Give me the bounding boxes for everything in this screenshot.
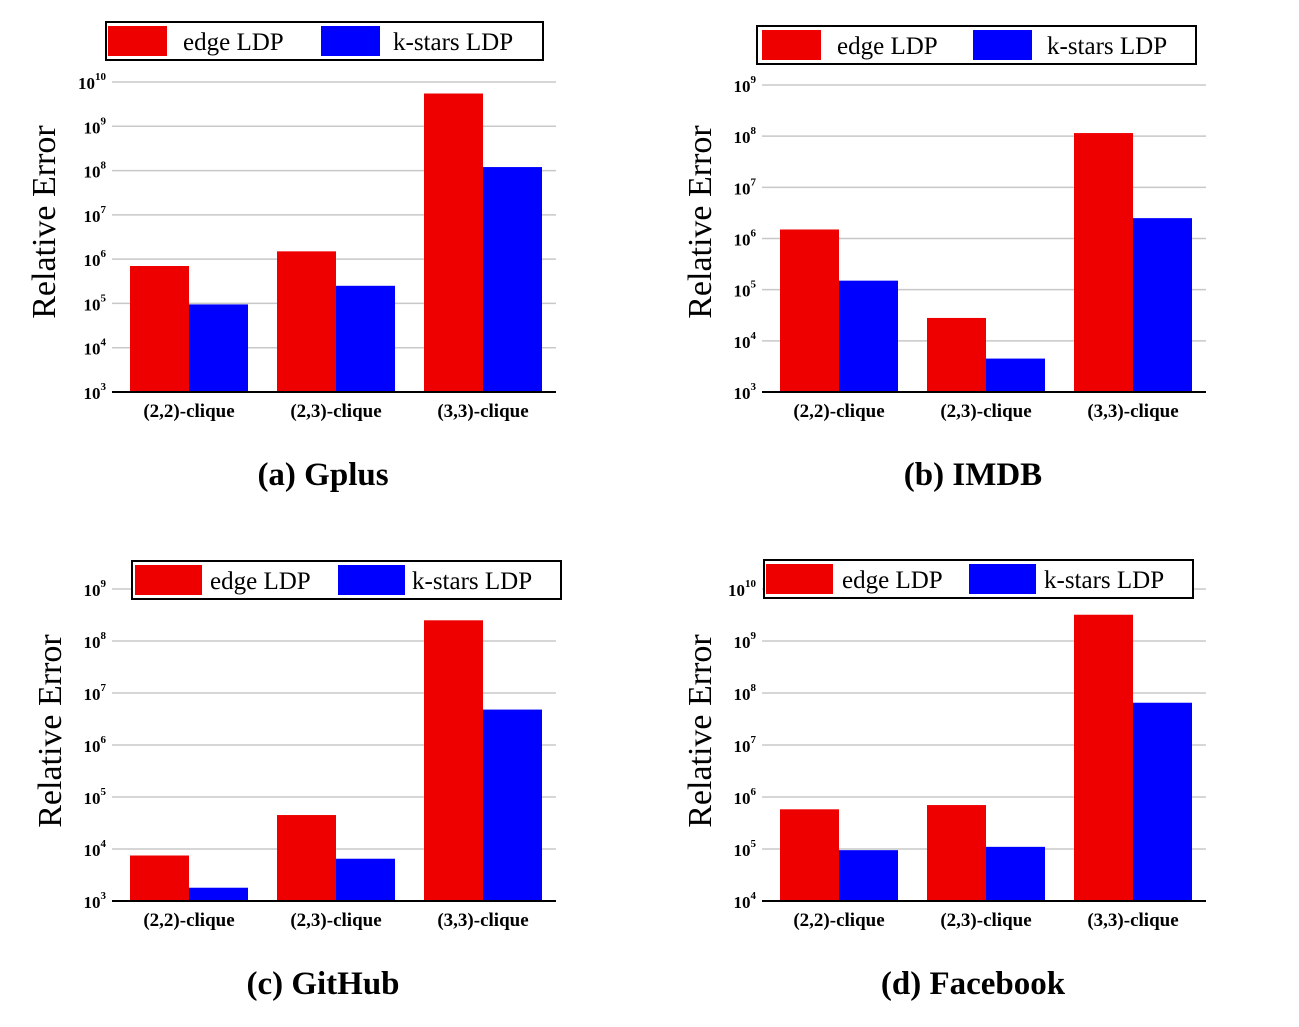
y-tick-label: 108 — [734, 682, 757, 704]
category-label: (2,2)-clique — [143, 910, 234, 931]
category-label: (2,3)-clique — [290, 910, 381, 931]
y-tick-label: 106 — [84, 248, 107, 270]
y-tick-label: 103 — [734, 381, 757, 403]
bar-kstars-ldp-2 — [986, 846, 1045, 901]
bar-kstars-ldp-3 — [1133, 218, 1192, 392]
y-tick-label: 1010 — [78, 71, 107, 93]
y-tick-label: 103 — [84, 381, 107, 403]
legend-label-kstars-ldp: k-stars LDP — [393, 29, 513, 56]
panel-caption: (c) GitHub — [246, 966, 399, 1002]
bar-kstars-ldp-3 — [483, 709, 542, 901]
chart-panel-2: 103 104 105 106 107 108 109 (2,2)-clique (2,3)-c… — [682, 25, 1206, 493]
chart-panel-4: 104 105 106 107 108 109 1010 (2,2)-clique (2,3)-… — [682, 559, 1206, 1002]
legend-label-edge-ldp: edge LDP — [183, 29, 284, 56]
bar-edge-ldp-3 — [1074, 614, 1133, 901]
bar-kstars-ldp-1 — [839, 850, 898, 901]
bar-edge-ldp-1 — [130, 266, 189, 392]
category-label: (3,3)-clique — [437, 910, 528, 931]
chart-panel-3: 103 104 105 106 107 108 109 (2,2)-clique (2,3)-c… — [32, 560, 562, 1002]
y-tick-label: 106 — [84, 734, 107, 756]
panel-caption: (d) Facebook — [881, 966, 1066, 1002]
bar-kstars-ldp-3 — [483, 167, 542, 392]
legend-swatch-kstars-ldp — [338, 565, 405, 595]
legend-label-kstars-ldp: k-stars LDP — [412, 568, 532, 595]
legend: edge LDP k-stars LDP — [756, 25, 1197, 65]
bar-edge-ldp-3 — [424, 93, 483, 392]
category-label: (3,3)-clique — [1087, 401, 1178, 422]
y-tick-label: 105 — [84, 786, 107, 808]
y-tick-label: 107 — [734, 734, 757, 756]
legend-swatch-kstars-ldp — [321, 26, 380, 56]
y-tick-label: 109 — [84, 115, 107, 137]
panel-caption: (a) Gplus — [257, 457, 388, 493]
legend-label-kstars-ldp: k-stars LDP — [1047, 33, 1167, 60]
legend-swatch-edge-ldp — [762, 30, 821, 60]
legend-label-kstars-ldp: k-stars LDP — [1044, 567, 1164, 594]
chart-panel-1: 103 104 105 106 107 108 109 1010 (2,2)-clique (2,… — [26, 21, 556, 493]
y-axis-label: Relative Error — [682, 634, 719, 828]
y-tick-label: 106 — [734, 228, 757, 250]
y-tick-label: 105 — [734, 279, 757, 301]
y-tick-label: 108 — [84, 160, 107, 182]
bar-kstars-ldp-1 — [189, 304, 248, 392]
y-tick-label: 109 — [84, 578, 107, 600]
legend-swatch-kstars-ldp — [969, 564, 1036, 594]
category-label: (2,3)-clique — [940, 910, 1031, 931]
y-tick-label: 108 — [84, 630, 107, 652]
bar-edge-ldp-2 — [927, 317, 986, 392]
legend-label-edge-ldp: edge LDP — [842, 567, 943, 594]
y-tick-label: 105 — [734, 838, 757, 860]
bar-edge-ldp-1 — [780, 809, 839, 901]
y-axis-label: Relative Error — [682, 125, 719, 319]
legend: edge LDP k-stars LDP — [105, 21, 544, 61]
legend-swatch-edge-ldp — [766, 564, 833, 594]
category-label: (3,3)-clique — [1087, 910, 1178, 931]
y-tick-label: 109 — [734, 630, 757, 652]
y-axis-label: Relative Error — [26, 125, 63, 319]
bar-edge-ldp-2 — [927, 805, 986, 901]
y-tick-label: 105 — [84, 292, 107, 314]
category-label: (2,3)-clique — [290, 401, 381, 422]
y-tick-label: 104 — [84, 838, 107, 860]
legend-label-edge-ldp: edge LDP — [210, 568, 311, 595]
legend: edge LDP k-stars LDP — [763, 559, 1194, 599]
category-label: (2,2)-clique — [143, 401, 234, 422]
bar-edge-ldp-1 — [780, 229, 839, 392]
bar-edge-ldp-2 — [277, 815, 336, 901]
y-tick-label: 104 — [734, 890, 757, 912]
category-label: (2,3)-clique — [940, 401, 1031, 422]
legend-label-edge-ldp: edge LDP — [837, 33, 938, 60]
y-tick-label: 107 — [84, 204, 107, 226]
y-tick-label: 107 — [734, 176, 757, 198]
y-axis-label: Relative Error — [32, 634, 69, 828]
category-label: (2,2)-clique — [793, 401, 884, 422]
legend-swatch-kstars-ldp — [973, 30, 1032, 60]
legend-swatch-edge-ldp — [108, 26, 167, 56]
y-tick-label: 104 — [84, 337, 107, 359]
y-tick-label: 107 — [84, 682, 107, 704]
panel-caption: (b) IMDB — [904, 457, 1042, 493]
legend-swatch-edge-ldp — [135, 565, 202, 595]
bar-kstars-ldp-3 — [1133, 702, 1192, 901]
category-label: (2,2)-clique — [793, 910, 884, 931]
y-tick-label: 108 — [734, 125, 757, 147]
y-tick-label: 1010 — [728, 578, 757, 600]
y-tick-label: 104 — [734, 330, 757, 352]
bar-kstars-ldp-2 — [336, 285, 395, 392]
bar-edge-ldp-1 — [130, 855, 189, 901]
bar-kstars-ldp-2 — [336, 858, 395, 901]
bar-kstars-ldp-1 — [839, 280, 898, 392]
y-tick-label: 103 — [84, 890, 107, 912]
y-tick-label: 109 — [734, 74, 757, 96]
legend: edge LDP k-stars LDP — [131, 560, 562, 600]
bar-kstars-ldp-2 — [986, 358, 1045, 392]
bar-edge-ldp-3 — [424, 620, 483, 901]
bar-kstars-ldp-1 — [189, 887, 248, 901]
y-tick-label: 106 — [734, 786, 757, 808]
bar-edge-ldp-3 — [1074, 133, 1133, 392]
category-label: (3,3)-clique — [437, 401, 528, 422]
bar-edge-ldp-2 — [277, 251, 336, 392]
